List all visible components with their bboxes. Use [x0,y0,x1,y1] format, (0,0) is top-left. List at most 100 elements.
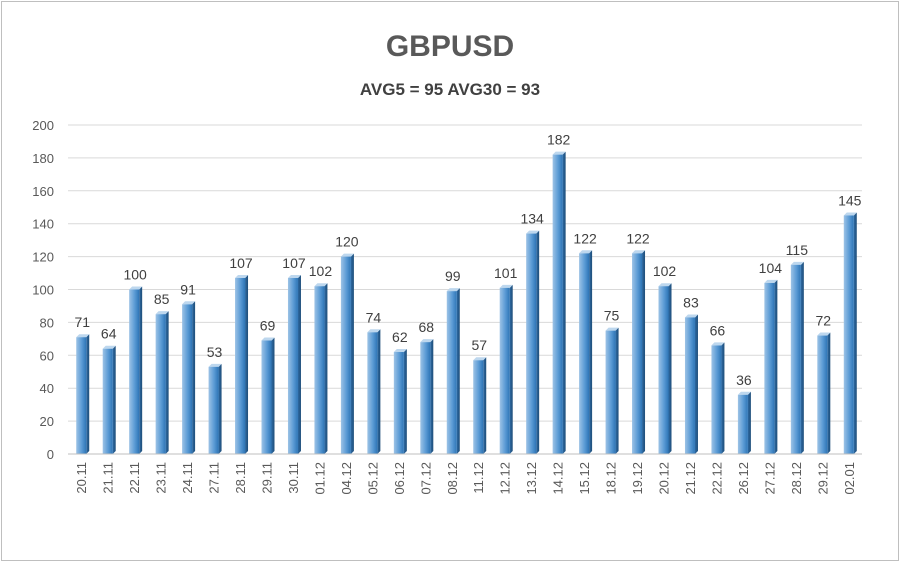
x-tick-label: 12.12 [498,462,513,495]
bar-side [86,334,90,454]
bar-side [245,274,249,454]
data-label: 99 [445,268,461,284]
bar-front [658,286,669,454]
bar-side [377,329,381,454]
bar-top [632,250,646,254]
x-tick-label: 21.11 [101,462,116,494]
data-label: 53 [207,344,223,360]
bar-top [605,327,619,331]
bar-top [684,314,698,318]
data-label: 120 [335,234,359,250]
data-label: 145 [838,192,862,208]
x-tick-label: 21.12 [683,462,698,495]
bar-side [192,301,196,454]
bar-side [642,250,646,454]
bar-front [526,233,537,454]
bar-front [737,394,748,454]
x-tick-label: 22.12 [709,462,724,495]
data-label: 122 [573,230,597,246]
bar-front [393,352,404,454]
x-tick-label: 11.12 [471,462,486,494]
bar-front [340,256,351,454]
x-tick-label: 01.12 [312,462,327,495]
bar-side [430,339,434,454]
bar [473,357,487,454]
bar-side [747,391,751,454]
bar-top [208,363,222,367]
data-label: 134 [520,211,544,227]
bar-side [615,327,619,454]
bar [499,284,513,454]
bar [790,261,804,454]
data-label: 91 [180,281,196,297]
bar-front [499,287,510,454]
data-label: 83 [683,294,699,310]
bar-side [589,250,593,454]
bar-top [287,274,301,278]
bar-side [139,286,143,454]
bar-top [314,283,328,287]
x-tick-label: 07.12 [418,462,433,495]
x-tick-label: 29.11 [260,462,275,494]
data-label: 74 [366,309,382,325]
bar [737,391,751,454]
bar [155,311,169,454]
bar [314,283,328,454]
x-tick-label: 08.12 [445,462,460,495]
bar-top [261,337,275,341]
x-tick-label: 22.11 [127,462,142,494]
bar-front [843,215,854,454]
bar-top [737,391,751,395]
bar-front [817,335,828,454]
chart-title: GBPUSD [385,30,515,63]
x-tick-label: 20.12 [657,462,672,495]
y-tick-label: 180 [32,151,54,166]
bar [632,250,646,454]
x-tick-label: 27.12 [762,462,777,495]
bar-front [102,348,113,454]
bar [287,274,301,454]
data-label: 182 [547,132,571,148]
bar-top [340,253,354,257]
bar-side [827,332,831,454]
bar-top [473,357,487,361]
bar-side [403,349,407,454]
chart-subtitle: AVG5 = 95 AVG30 = 93 [359,80,541,99]
bar-front [579,253,590,454]
data-label: 122 [626,230,650,246]
data-label: 102 [309,263,333,279]
data-label: 72 [816,313,832,329]
data-label: 71 [74,314,90,330]
bar-top [764,279,778,283]
bar-front [314,286,325,454]
bar-top [843,212,857,216]
bar-front [764,282,775,454]
y-tick-label: 60 [40,348,54,363]
bar-front [155,314,166,454]
bar-side [668,283,672,454]
bar [76,334,90,454]
bar-top [367,329,381,333]
data-label: 85 [154,291,170,307]
x-tick-label: 24.11 [180,462,195,494]
x-tick-label: 26.12 [736,462,751,495]
bar-side [483,357,487,454]
bar [367,329,381,454]
bar-top [235,274,249,278]
bar-top [102,345,116,349]
bar-front [552,154,563,455]
x-tick-label: 15.12 [577,462,592,495]
bar-top [446,288,460,292]
bar [420,339,434,454]
y-tick-label: 0 [47,447,54,462]
bar-front [261,340,272,454]
data-label: 115 [786,242,809,258]
bar-side [694,314,698,454]
bar-front [182,304,193,454]
bar-front [420,342,431,454]
y-tick-label: 100 [32,283,54,298]
x-tick-label: 14.12 [551,462,566,495]
data-label: 107 [282,255,306,271]
x-tick-label: 19.12 [630,462,645,495]
